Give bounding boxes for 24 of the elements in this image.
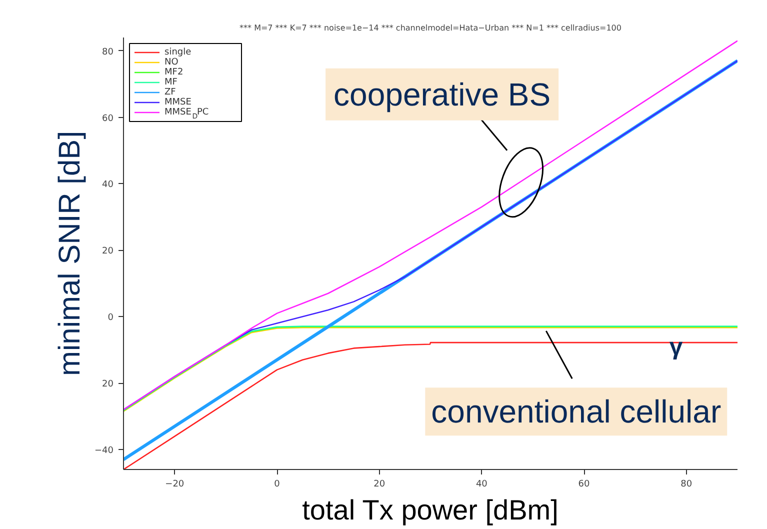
legend-label: NO [164, 58, 178, 68]
y-axis-title: minimal SNIR [dB] [54, 130, 87, 376]
x-tick-label: 0 [274, 480, 280, 490]
legend-label: single [164, 48, 192, 58]
y-tick-label: 40 [102, 180, 114, 190]
legend-label: MF [164, 78, 178, 88]
x-tick-label: 60 [578, 480, 590, 490]
annotation: conventional cellular [431, 394, 722, 430]
legend-label: ZF [164, 88, 176, 98]
y-tick-label: 80 [102, 47, 114, 58]
x-axis-title: total Tx power [dBm] [302, 494, 558, 526]
y-tick-label: 20 [102, 380, 114, 390]
x-tick-label: 40 [476, 480, 488, 490]
chart-title: *** M=7 *** K=7 *** noise=1e−14 *** channelmodel=Hata−Urban *** N=1 *** cellradius=100 [240, 24, 622, 32]
legend-label: MF2 [164, 68, 184, 78]
x-tick-label: 20 [374, 480, 386, 490]
y-tick-label: 0 [108, 313, 114, 324]
y-tick-label: 60 [102, 114, 114, 124]
annotation: cooperative BS [334, 76, 551, 112]
x-tick-label: 80 [680, 480, 692, 490]
y-tick-label: −40 [94, 446, 114, 456]
y-tick-label: 20 [102, 246, 114, 257]
x-tick-label: −20 [165, 480, 184, 490]
legend-label: MMSE [164, 98, 192, 108]
